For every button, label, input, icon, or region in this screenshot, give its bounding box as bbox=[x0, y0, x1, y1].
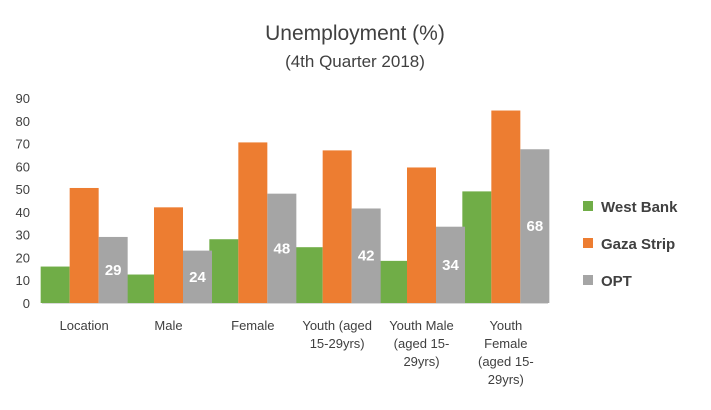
bar-opt bbox=[98, 236, 128, 303]
legend-label: Gaza Strip bbox=[601, 236, 675, 253]
x-tick-label: Male bbox=[154, 318, 182, 333]
x-tick-label: Youth (aged 15-29yrs) bbox=[302, 318, 372, 351]
legend-swatch bbox=[583, 201, 593, 211]
legend: West Bank Gaza Strip OPT bbox=[583, 199, 678, 290]
chart-subtitle: (4th Quarter 2018) bbox=[285, 52, 425, 71]
bar-gaza-strip bbox=[238, 142, 268, 303]
y-tick-label: 80 bbox=[16, 114, 30, 129]
bar-west-bank bbox=[209, 239, 239, 303]
data-label: 68 bbox=[526, 218, 543, 235]
x-tick-label: Youth Male (aged 15- 29yrs) bbox=[389, 318, 454, 369]
bar-opt bbox=[267, 193, 297, 303]
y-tick-label: 30 bbox=[16, 228, 30, 243]
data-label: 34 bbox=[442, 257, 459, 274]
x-tick-label-line: Youth (aged bbox=[302, 318, 372, 333]
x-axis: Location Male Female Youth (aged 15-29yrs)Yo… bbox=[60, 318, 534, 387]
y-tick-label: 60 bbox=[16, 159, 30, 174]
x-tick-label-line: Female bbox=[484, 336, 527, 351]
bars bbox=[40, 110, 550, 304]
bar-gaza-strip bbox=[154, 207, 183, 303]
bar-west-bank bbox=[378, 260, 407, 303]
y-tick-label: 20 bbox=[16, 250, 30, 265]
y-tick-label: 50 bbox=[16, 182, 30, 197]
legend-label: OPT bbox=[601, 273, 632, 290]
data-label: 48 bbox=[273, 240, 290, 257]
data-labels: 29 24 48 42 34 68 bbox=[105, 218, 543, 286]
x-tick-label: Location bbox=[60, 318, 109, 333]
x-tick-label-line: 29yrs) bbox=[403, 354, 439, 369]
x-tick-label-line: Male bbox=[154, 318, 182, 333]
bar-opt bbox=[520, 149, 550, 303]
x-tick-label-line: Location bbox=[60, 318, 109, 333]
x-tick-label: Female bbox=[231, 318, 274, 333]
x-tick-label-line: 15-29yrs) bbox=[310, 336, 365, 351]
bar-gaza-strip bbox=[491, 110, 521, 304]
bar-gaza-strip bbox=[322, 150, 352, 303]
bar-west-bank bbox=[40, 266, 70, 303]
chart-title: Unemployment (%) bbox=[265, 22, 445, 45]
y-tick-label: 90 bbox=[16, 91, 30, 106]
y-tick-label: 10 bbox=[16, 273, 30, 288]
data-label: 24 bbox=[189, 269, 206, 286]
y-axis: 0 10 20 30 40 50 60 70 80 90 bbox=[16, 91, 30, 311]
x-tick-label-line: Youth Male bbox=[389, 318, 454, 333]
data-label: 42 bbox=[358, 248, 375, 265]
bar-west-bank bbox=[125, 274, 154, 303]
legend-swatch bbox=[583, 238, 593, 248]
legend-swatch bbox=[583, 275, 593, 285]
y-tick-label: 40 bbox=[16, 205, 30, 220]
x-tick-label-line: Female bbox=[231, 318, 274, 333]
bar-opt bbox=[183, 250, 212, 303]
x-tick-label-line: Youth bbox=[489, 318, 522, 333]
x-tick-label: Youth Female (aged 15- 29yrs) bbox=[478, 318, 534, 387]
bar-west-bank bbox=[462, 191, 492, 303]
bar-gaza-strip bbox=[69, 187, 99, 303]
x-tick-label-line: (aged 15- bbox=[394, 336, 450, 351]
x-tick-label-line: 29yrs) bbox=[488, 372, 524, 387]
data-label: 29 bbox=[105, 262, 122, 279]
y-tick-label: 70 bbox=[16, 137, 30, 152]
bar-gaza-strip bbox=[407, 167, 436, 303]
bar-opt bbox=[436, 226, 465, 303]
bar-west-bank bbox=[293, 247, 323, 303]
legend-label: West Bank bbox=[601, 199, 678, 216]
bar-opt bbox=[351, 208, 381, 303]
x-tick-label-line: (aged 15- bbox=[478, 354, 534, 369]
y-tick-label: 0 bbox=[23, 296, 30, 311]
